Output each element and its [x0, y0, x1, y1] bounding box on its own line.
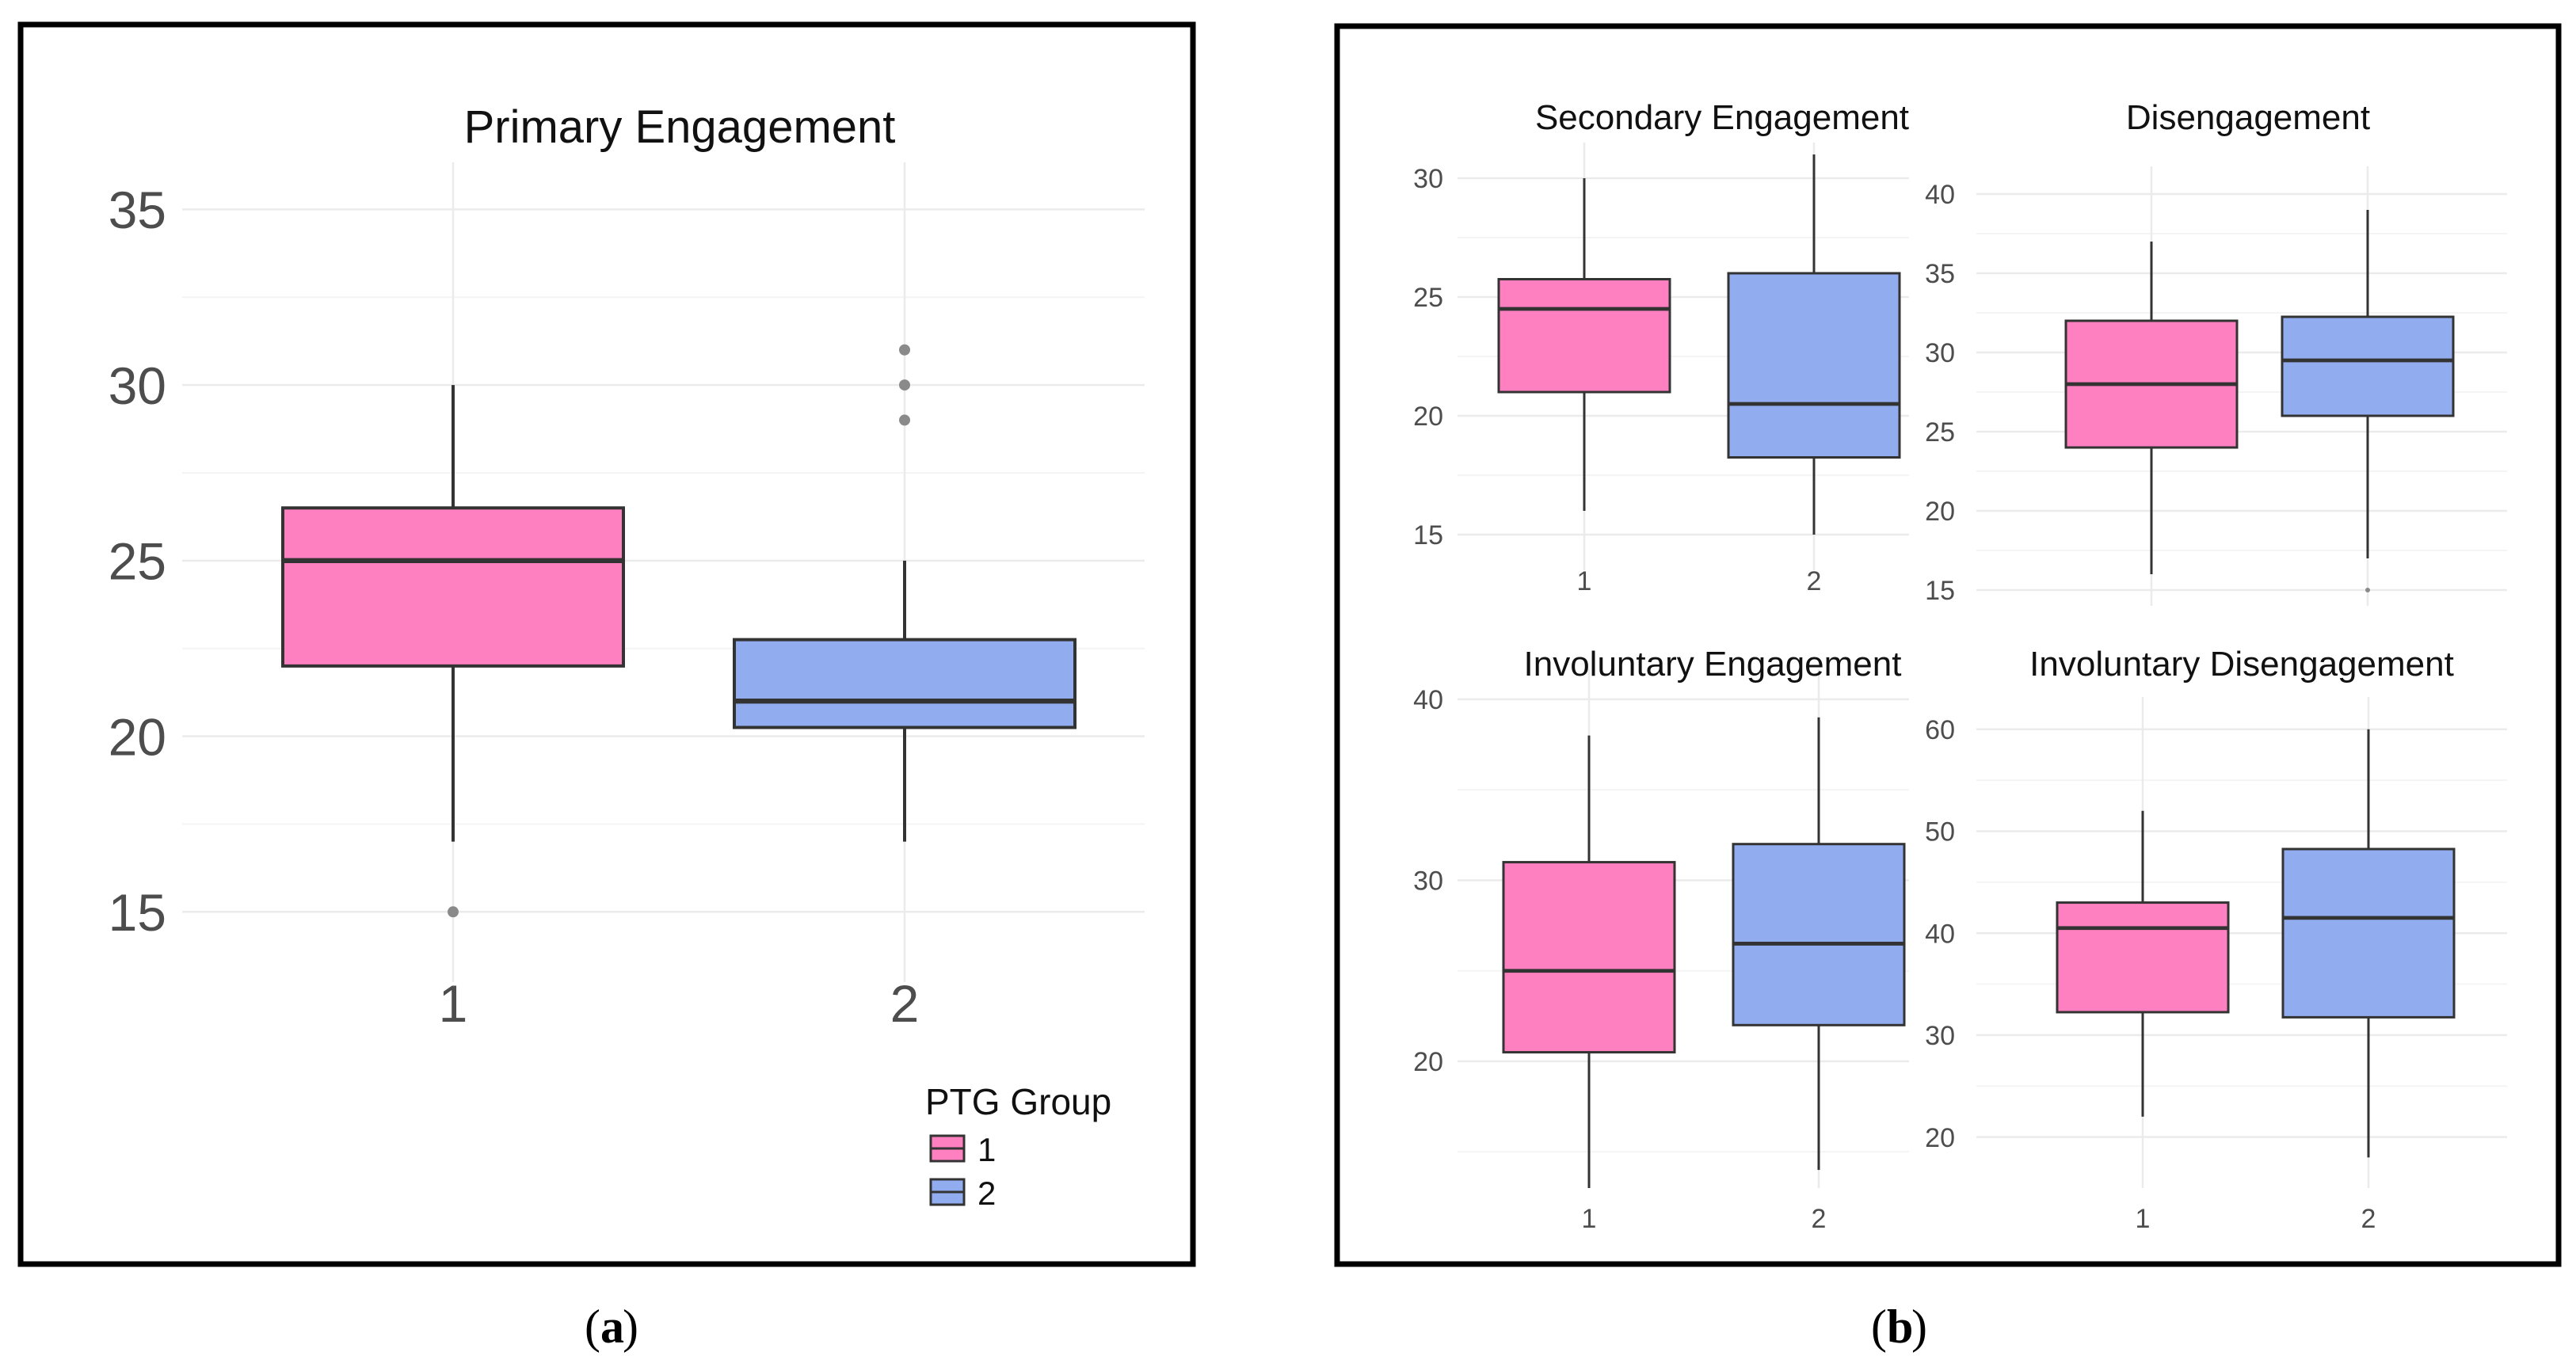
x-tick-label: 1	[1577, 566, 1592, 596]
outlier-point	[899, 379, 910, 391]
y-tick-label: 30	[109, 356, 166, 415]
iqr-box	[1497, 278, 1671, 394]
primary-plot: 15 20 25 30 35 Primary Engagement 1 2	[109, 101, 1145, 1033]
iqr-box	[1732, 843, 1906, 1026]
iqr-box	[1502, 861, 1676, 1054]
outlier-point	[899, 414, 910, 426]
outlier-point	[448, 906, 459, 918]
y-tick-label: 25	[109, 532, 166, 591]
y-tick-label: 20	[109, 707, 166, 766]
y-tick-label: 35	[1925, 259, 1955, 289]
y-tick-label: 25	[1925, 417, 1955, 447]
box-group-1	[1497, 178, 1671, 511]
box-group-2	[2281, 729, 2456, 1158]
box-group-2	[1727, 154, 1901, 535]
box-group-1	[281, 385, 625, 918]
y-tick-label: 30	[1925, 1021, 1955, 1051]
box-group-2	[733, 344, 1077, 842]
chart-title: Primary Engagement	[464, 101, 896, 153]
box-group-2	[1732, 717, 1906, 1171]
y-tick-label: 15	[109, 883, 166, 942]
y-tick-label: 30	[1413, 164, 1443, 194]
y-tick-label: 35	[109, 181, 166, 239]
y-tick-label: 40	[1413, 685, 1443, 715]
caption-a-close: )	[623, 1301, 638, 1353]
y-tick-label: 30	[1925, 338, 1955, 368]
y-tick-label: 60	[1925, 715, 1955, 745]
iqr-box	[1727, 272, 1901, 459]
legend-label-1: 1	[977, 1131, 996, 1168]
chart-title: Involuntary Disengagement	[2029, 645, 2454, 684]
box-group-1	[2056, 810, 2230, 1117]
chart-title: Secondary Engagement	[1535, 98, 1909, 137]
iqr-box	[2281, 847, 2456, 1019]
x-tick-label: 1	[2136, 1204, 2151, 1234]
iqr-box	[2281, 315, 2455, 417]
x-tick-label: 2	[1812, 1204, 1827, 1234]
caption-b-close: )	[1911, 1301, 1927, 1353]
x-tick-label: 1	[1582, 1204, 1597, 1234]
panel-b-charts: 15 20 25 30 Secondary Engagement 1 2 15 20 25 30 35…	[1413, 98, 2507, 1234]
x-tick-label: 1	[439, 974, 468, 1033]
caption-b-letter: b	[1887, 1301, 1913, 1353]
outlier-point	[2365, 588, 2370, 592]
y-tick-label: 40	[1925, 919, 1955, 949]
chart-title: Involuntary Engagement	[1524, 645, 1902, 684]
y-tick-label: 50	[1925, 817, 1955, 847]
legend-key-1	[929, 1134, 966, 1163]
y-tick-label: 20	[1925, 497, 1955, 527]
secondary-plot: 15 20 25 30 Secondary Engagement 1 2	[1413, 98, 1909, 596]
caption-a: ( a )	[585, 1301, 638, 1353]
outlier-point	[899, 344, 910, 356]
x-tick-label: 2	[1807, 566, 1822, 596]
caption-b: ( b )	[1871, 1301, 1927, 1353]
iqr-box	[281, 506, 625, 668]
caption-a-letter: a	[600, 1301, 624, 1353]
y-tick-label: 40	[1925, 180, 1955, 210]
panel-b-frame	[1334, 23, 2562, 1267]
caption-a-open: (	[585, 1301, 600, 1353]
y-tick-label: 20	[1413, 402, 1443, 432]
involuntary-disengagement-plot: 20 30 40 50 60 Involuntary Disengagement 1 2	[1925, 645, 2507, 1234]
involuntary-engagement-plot: 20 30 40 Involuntary Engagement 1 2	[1413, 645, 1909, 1234]
caption-b-open: (	[1871, 1301, 1887, 1353]
iqr-box	[733, 638, 1077, 729]
box-group-2	[2281, 210, 2455, 592]
y-tick-label: 20	[1413, 1047, 1443, 1077]
y-tick-label: 15	[1925, 576, 1955, 606]
chart-title: Disengagement	[2126, 98, 2370, 137]
x-tick-label: 2	[2361, 1204, 2376, 1234]
legend-title: PTG Group	[925, 1081, 1111, 1122]
disengagement-plot: 15 20 25 30 35 40 Disengagement	[1925, 98, 2507, 606]
y-tick-label: 15	[1413, 520, 1443, 550]
legend: PTG Group 1 2	[925, 1081, 1111, 1212]
x-tick-label: 2	[890, 974, 920, 1033]
box-group-1	[2064, 242, 2239, 574]
legend-label-2: 2	[977, 1175, 996, 1212]
box-group-1	[1502, 735, 1676, 1188]
primary-engagement-chart: 15 20 25 30 35 Primary Engagement 1 2	[109, 101, 1145, 1033]
iqr-box	[2056, 901, 2230, 1014]
y-tick-label: 30	[1413, 866, 1443, 897]
y-tick-label: 25	[1413, 283, 1443, 313]
legend-key-2	[929, 1178, 966, 1206]
y-tick-label: 20	[1925, 1123, 1955, 1153]
